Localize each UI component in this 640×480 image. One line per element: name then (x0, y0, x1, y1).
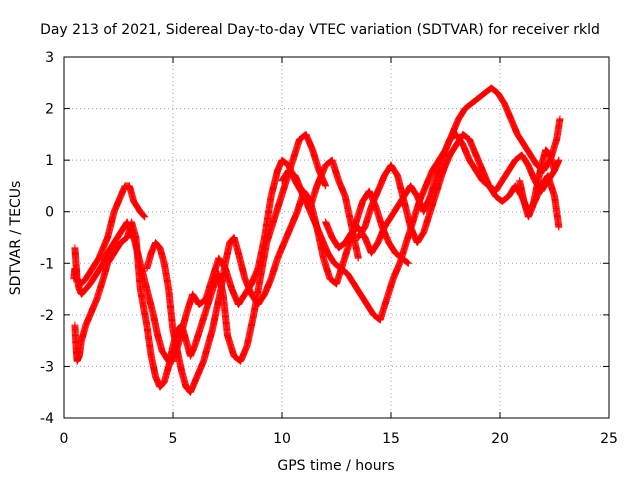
x-tick-labels: 0 5 10 15 20 25 (60, 431, 618, 447)
x-axis-label: GPS time / hours (277, 458, 394, 474)
y-tick-label: -1 (40, 256, 54, 272)
x-tick-label: 0 (60, 431, 69, 447)
data-points (70, 84, 564, 396)
data-point (140, 212, 148, 220)
series-track-2 (71, 156, 362, 365)
chart-title: Day 213 of 2021, Sidereal Day-to-day VTE… (40, 22, 600, 38)
grid-lines (64, 57, 609, 418)
data-point (139, 211, 147, 219)
x-tick-label: 5 (169, 431, 178, 447)
plot-frame (63, 56, 610, 419)
y-axis-label: SDTVAR / TECUs (8, 181, 24, 296)
x-tick-label: 20 (491, 431, 509, 447)
x-tick-label: 10 (273, 431, 291, 447)
y-tick-labels: -4 -3 -2 -1 0 1 2 3 (40, 50, 54, 427)
y-tick-label: -3 (40, 359, 54, 375)
y-tick-label: 3 (45, 50, 54, 66)
data-point (354, 254, 362, 262)
x-tick-label: 15 (382, 431, 400, 447)
y-tick-label: 2 (45, 102, 54, 118)
y-tick-label: -2 (40, 308, 54, 324)
y-tick-label: 1 (45, 153, 54, 169)
y-tick-label: 0 (45, 205, 54, 221)
data-point (141, 213, 149, 221)
axis-ticks (63, 56, 610, 419)
x-tick-label: 25 (600, 431, 618, 447)
y-tick-label: -4 (40, 411, 54, 427)
series-track-3 (71, 130, 330, 391)
